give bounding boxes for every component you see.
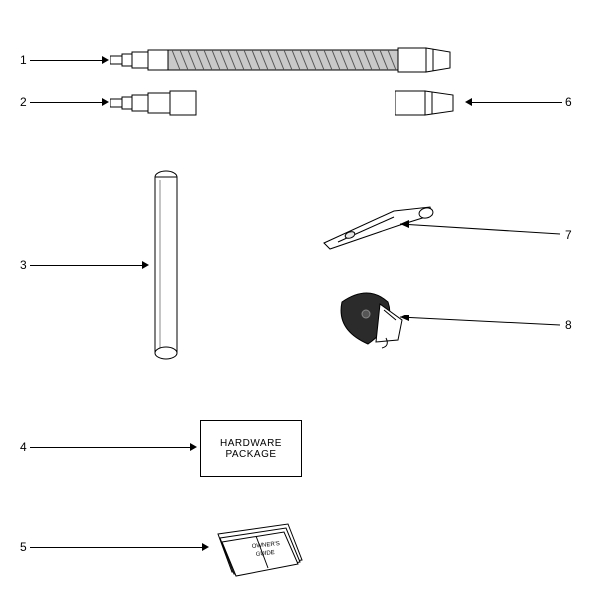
callout-3-arrow <box>142 261 149 269</box>
part-hardware-package-box: HARDWARE PACKAGE <box>200 420 302 477</box>
callout-3-leader <box>30 265 142 266</box>
callout-4-arrow <box>190 443 197 451</box>
callout-2-arrow <box>102 98 109 106</box>
callout-4-leader <box>30 447 190 448</box>
hardware-package-label: HARDWARE PACKAGE <box>220 438 282 460</box>
part-hose-assembly <box>110 42 460 78</box>
part-extension-wand <box>152 170 180 360</box>
part-dust-brush <box>330 290 410 360</box>
callout-6-arrow <box>465 98 472 106</box>
callout-6-number: 6 <box>565 95 572 109</box>
callout-5-leader <box>30 547 202 548</box>
callout-1-leader <box>30 60 102 61</box>
part-owners-guide: OWNER'S GUIDE <box>210 520 310 580</box>
callout-3-number: 3 <box>20 258 27 272</box>
callout-8-leader <box>400 315 565 335</box>
callout-8-number: 8 <box>565 318 572 332</box>
callout-7-leader <box>400 220 565 245</box>
callout-1-number: 1 <box>20 53 27 67</box>
callout-7-number: 7 <box>565 228 572 242</box>
callout-2-leader <box>30 102 102 103</box>
parts-diagram: HARDWARE PACKAGE OWNER'S GUIDE 1 2 3 4 5… <box>0 0 590 612</box>
callout-6-leader <box>472 102 562 103</box>
callout-2-number: 2 <box>20 95 27 109</box>
callout-5-arrow <box>202 543 209 551</box>
callout-5-number: 5 <box>20 540 27 554</box>
callout-4-number: 4 <box>20 440 27 454</box>
part-connector-left <box>110 88 200 118</box>
part-connector-right <box>395 86 465 120</box>
callout-1-arrow <box>102 56 109 64</box>
